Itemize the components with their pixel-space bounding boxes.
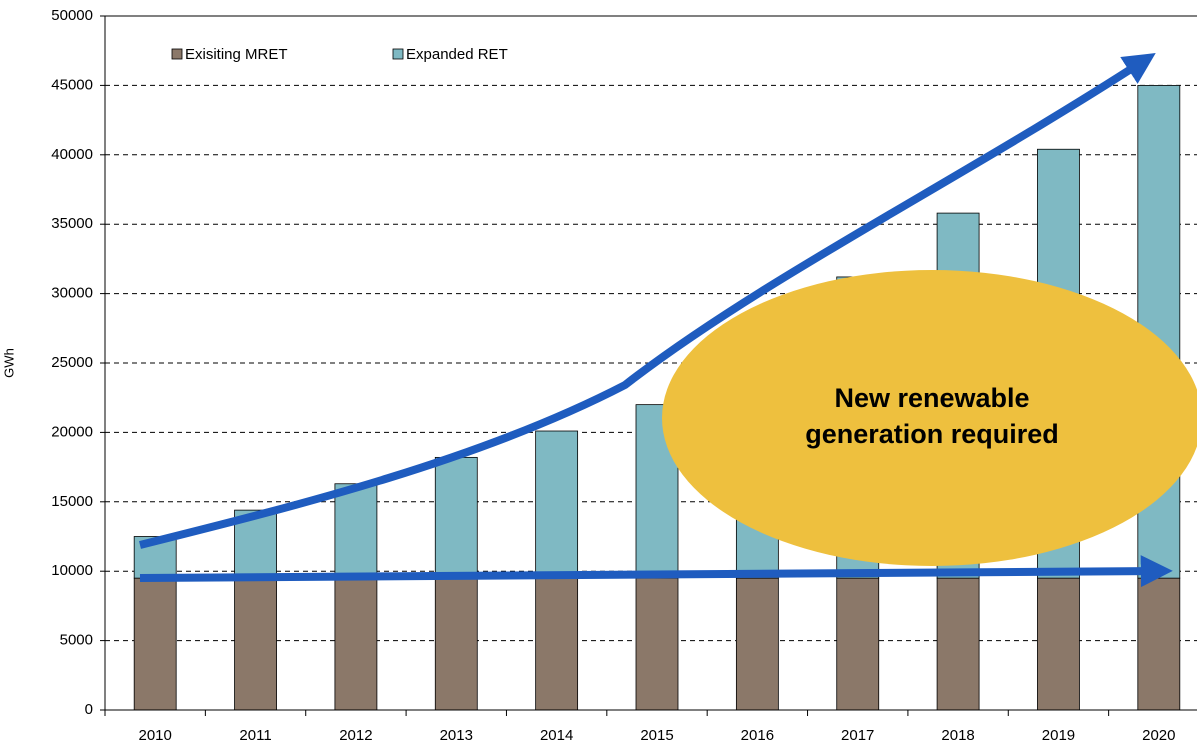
y-axis-label: GWh	[1, 348, 16, 378]
x-tick-label: 2014	[540, 727, 573, 744]
annotation-line: generation required	[805, 419, 1059, 449]
highlight-ellipse	[662, 270, 1197, 566]
y-tick-label: 35000	[51, 215, 93, 232]
y-tick-label: 10000	[51, 562, 93, 579]
x-tick-label: 2010	[138, 727, 171, 744]
bar-segment	[635, 577, 679, 711]
x-tick-label: 2018	[941, 727, 974, 744]
bar-segment	[936, 577, 980, 711]
x-tick-label: 2019	[1042, 727, 1075, 744]
annotation-text: New renewable generation required	[805, 383, 1059, 449]
x-tick-label: 2012	[339, 727, 372, 744]
bar-segment	[434, 456, 478, 579]
annotations: New renewable generation required	[139, 53, 1197, 588]
y-tick-label: 45000	[51, 76, 93, 93]
bar-segment	[1037, 577, 1080, 711]
bar-segment	[234, 577, 277, 711]
y-tick-label: 50000	[51, 7, 93, 24]
bar-segment	[334, 577, 378, 711]
x-tick-label: 2011	[239, 727, 271, 744]
bar-segment	[1137, 577, 1181, 711]
growth-arrow	[139, 53, 1156, 549]
legend-swatch	[171, 48, 183, 60]
y-tick-label: 0	[85, 701, 93, 718]
y-tick-label: 15000	[51, 493, 93, 510]
x-tick-label: 2013	[440, 727, 473, 744]
legend-label: Exisiting MRET	[185, 46, 288, 63]
y-tick-label: 20000	[51, 423, 93, 440]
x-tick-label: 2016	[741, 727, 774, 744]
x-tick-label: 2020	[1142, 727, 1175, 744]
y-tick-label: 40000	[51, 146, 93, 163]
bar-segment	[735, 577, 779, 711]
x-tick-label: 2017	[841, 727, 874, 744]
bar-segment	[334, 483, 378, 579]
legend-label: Expanded RET	[406, 46, 508, 63]
bar-segment	[836, 577, 880, 711]
bar-segment	[535, 430, 579, 579]
flat-arrow	[139, 555, 1173, 588]
bar-segment	[535, 577, 579, 711]
legend-swatch	[392, 48, 404, 60]
y-tick-label: 30000	[51, 285, 93, 302]
bar-segment	[434, 577, 478, 711]
y-tick-label: 5000	[60, 632, 93, 649]
y-tick-label: 25000	[51, 354, 93, 371]
x-tick-label: 2015	[640, 727, 673, 744]
annotation-line: New renewable	[834, 383, 1029, 413]
bar-segment	[133, 577, 177, 711]
